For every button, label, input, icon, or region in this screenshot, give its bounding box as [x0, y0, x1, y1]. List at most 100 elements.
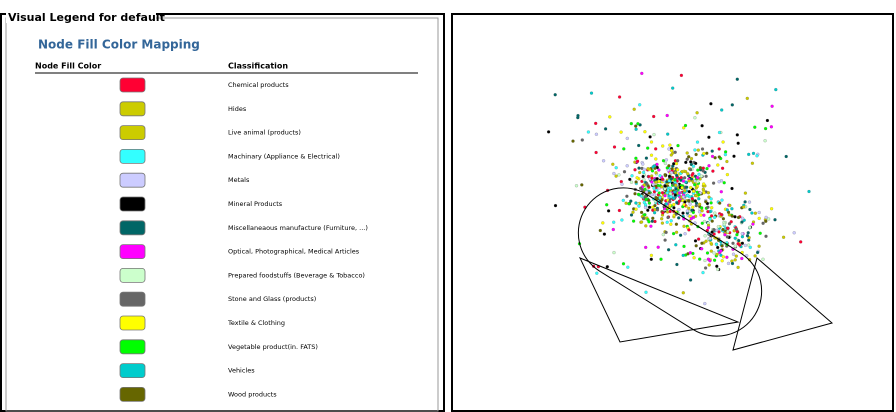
node: [717, 155, 721, 159]
node: [672, 206, 676, 210]
node: [757, 210, 761, 215]
node: [630, 174, 634, 178]
node: [694, 244, 698, 248]
node: [605, 203, 609, 207]
legend-heading: Node Fill Color Mapping: [38, 38, 200, 52]
node: [707, 135, 711, 139]
node: [698, 257, 702, 261]
node: [695, 111, 699, 115]
node: [731, 241, 735, 245]
node: [675, 173, 679, 178]
node: [663, 194, 667, 198]
node: [685, 157, 689, 161]
node: [687, 155, 691, 159]
color-swatch: [119, 339, 146, 355]
legend-frame: [5, 17, 439, 412]
node: [717, 230, 721, 234]
node: [663, 173, 667, 177]
node: [747, 200, 752, 204]
color-swatch: [119, 267, 146, 283]
node: [647, 220, 651, 224]
node: [624, 201, 628, 205]
node: [644, 245, 648, 249]
node: [633, 168, 637, 172]
node: [725, 208, 729, 212]
node: [700, 221, 704, 225]
node: [668, 209, 672, 214]
node: [546, 130, 551, 134]
node: [683, 170, 688, 174]
node: [668, 186, 673, 190]
node: [683, 123, 688, 128]
node: [753, 254, 757, 258]
node: [720, 259, 724, 263]
node: [734, 227, 739, 231]
node: [634, 124, 638, 128]
node: [733, 215, 737, 219]
node: [715, 264, 719, 268]
node: [712, 228, 716, 232]
node: [574, 184, 579, 188]
node: [681, 179, 686, 183]
left-panel: [0, 13, 445, 412]
selection-triangle: [578, 257, 740, 343]
node: [706, 210, 710, 214]
node: [677, 199, 681, 203]
node: [661, 233, 665, 237]
node: [644, 224, 648, 228]
node: [660, 198, 664, 202]
node: [653, 219, 657, 224]
node: [675, 168, 680, 172]
color-swatch: [119, 220, 146, 236]
node: [706, 226, 711, 230]
node: [612, 220, 616, 224]
node: [688, 202, 692, 206]
node: [742, 205, 746, 209]
node: [603, 127, 608, 131]
color-swatch: [119, 386, 146, 402]
node: [733, 258, 737, 262]
node: [717, 130, 722, 135]
node: [807, 189, 811, 194]
node: [589, 91, 594, 95]
node: [735, 133, 739, 137]
node: [634, 201, 638, 205]
node: [669, 177, 674, 181]
node: [663, 184, 667, 188]
node: [740, 232, 744, 236]
node: [716, 163, 720, 167]
node: [661, 159, 666, 163]
node: [723, 153, 728, 157]
node: [707, 263, 711, 267]
column-header: Classification: [228, 62, 288, 71]
node: [713, 156, 717, 160]
node: [743, 243, 748, 247]
node: [660, 217, 664, 221]
node: [687, 199, 691, 203]
node: [654, 147, 658, 151]
node: [663, 187, 667, 191]
node: [661, 177, 665, 181]
node: [773, 218, 777, 222]
node: [666, 248, 671, 252]
node: [769, 125, 774, 129]
node: [665, 191, 669, 195]
node: [641, 174, 645, 179]
node: [685, 151, 689, 155]
node: [743, 191, 748, 195]
node: [622, 147, 626, 151]
node: [750, 211, 754, 215]
node: [702, 151, 706, 156]
node: [716, 245, 720, 250]
node: [722, 222, 727, 226]
node: [650, 176, 654, 180]
node: [622, 170, 627, 174]
node: [709, 197, 713, 201]
node: [629, 213, 634, 217]
node: [626, 265, 630, 269]
node: [764, 219, 768, 223]
node: [651, 216, 655, 220]
node: [674, 183, 678, 187]
node: [697, 202, 702, 206]
node: [701, 187, 705, 191]
